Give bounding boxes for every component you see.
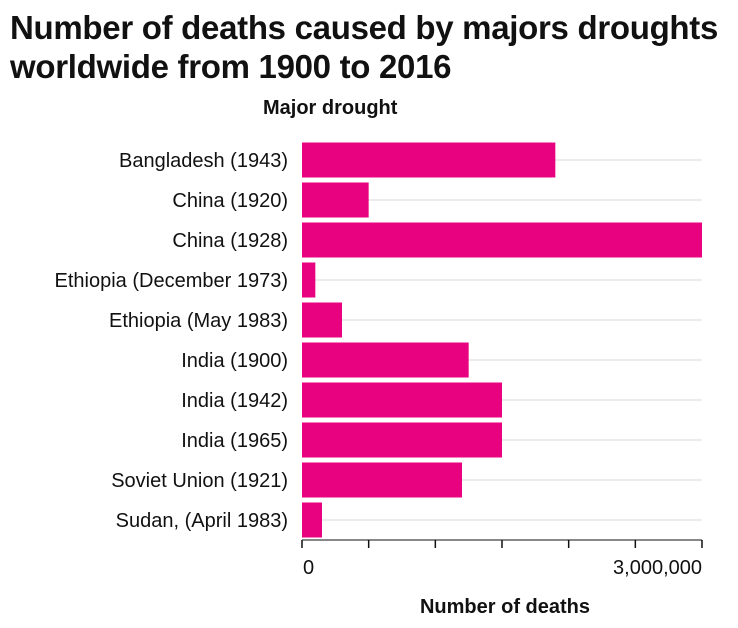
bar xyxy=(302,462,462,498)
bar xyxy=(302,302,342,338)
bar xyxy=(302,222,702,258)
category-labels: Bangladesh (1943) China (1920) China (1928… xyxy=(55,150,288,532)
category-label: India (1900) xyxy=(181,350,288,372)
bar xyxy=(302,382,502,418)
bar xyxy=(302,262,316,298)
x-tick-label: 0 xyxy=(303,557,314,579)
category-label: Sudan, (April 1983) xyxy=(116,510,288,532)
x-axis: 0 3,000,000 xyxy=(301,539,703,579)
chart-title: Number of deaths caused by majors drough… xyxy=(10,9,719,85)
category-label: India (1965) xyxy=(181,430,288,452)
category-label: Ethiopia (December 1973) xyxy=(55,270,288,292)
category-label: China (1928) xyxy=(172,230,288,252)
category-label: Soviet Union (1921) xyxy=(111,470,288,492)
bar xyxy=(302,182,369,218)
x-tick-label: 3,000,000 xyxy=(613,557,702,579)
bar xyxy=(302,422,502,458)
bar xyxy=(302,342,469,378)
category-label: India (1942) xyxy=(181,390,288,412)
category-label: Bangladesh (1943) xyxy=(119,150,288,172)
bar xyxy=(302,502,322,538)
category-label: Ethiopia (May 1983) xyxy=(109,310,288,332)
bar xyxy=(302,142,556,178)
y-axis-title: Major drought xyxy=(263,97,398,119)
category-label: China (1920) xyxy=(172,190,288,212)
x-axis-title: Number of deaths xyxy=(420,596,590,618)
bars xyxy=(302,142,702,538)
